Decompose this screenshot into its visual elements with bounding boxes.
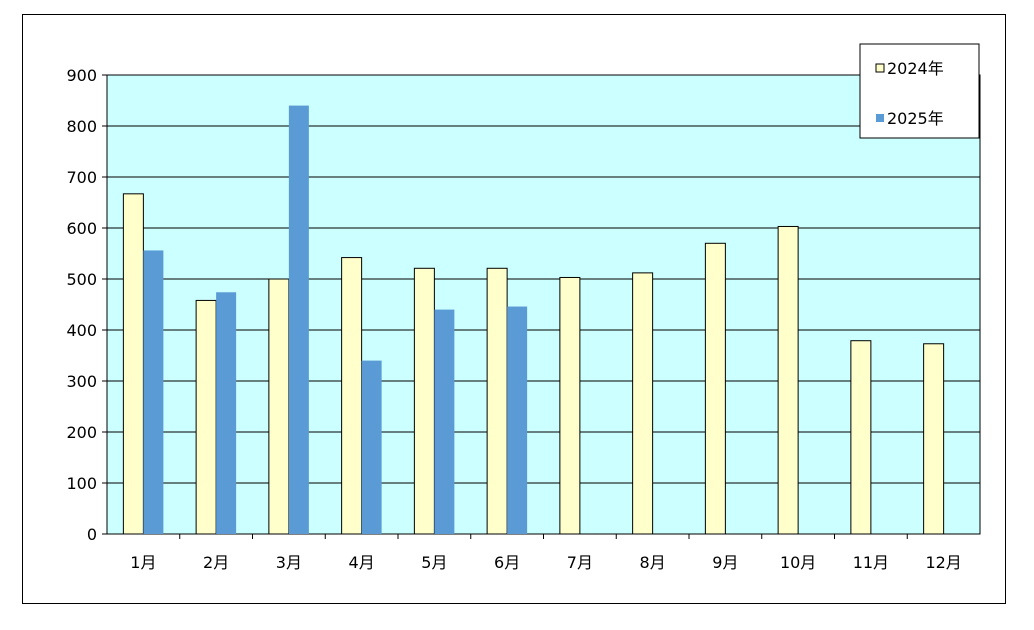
- bar-2025-5: [434, 309, 455, 534]
- bar-2024-10: [777, 225, 799, 535]
- bar-2024-11: [850, 340, 872, 535]
- y-tick-label: 0: [87, 525, 97, 544]
- bar-2024-3: [268, 278, 290, 535]
- x-tick-label: 7月: [567, 553, 593, 572]
- y-tick-label: 600: [66, 219, 97, 238]
- bar-2024-2: [195, 299, 217, 535]
- y-tick-label: 800: [66, 117, 97, 136]
- y-tick-label: 300: [66, 372, 97, 391]
- x-tick-label: 10月: [780, 553, 816, 572]
- x-tick-label: 11月: [853, 553, 889, 572]
- legend-label-2024: 2024年: [887, 59, 944, 78]
- y-tick-label: 900: [66, 66, 97, 85]
- bars: [122, 105, 945, 535]
- x-tick-label: 12月: [925, 553, 961, 572]
- x-tick-label: 3月: [276, 553, 302, 572]
- bar-2025-1: [143, 250, 164, 534]
- bar-2025-6: [507, 306, 528, 534]
- bar-2025-4: [361, 360, 382, 534]
- x-tick-label: 9月: [712, 553, 738, 572]
- x-tick-label: 6月: [494, 553, 520, 572]
- bar-2024-7: [559, 276, 581, 535]
- x-axis-ticks: 1月 2月 3月 4月 5月 6月 7月 8月 9月 10月 11月 12月: [130, 534, 962, 572]
- bar-chart: 0 100 200 300 400 500 600 700 800 900 1月 2月 3月 4月 5月 6…: [66, 43, 981, 572]
- legend-box: [859, 43, 980, 139]
- bar-2024-9: [704, 242, 726, 535]
- y-tick-label: 700: [66, 168, 97, 187]
- y-tick-label: 100: [66, 474, 97, 493]
- x-tick-label: 2月: [203, 553, 229, 572]
- chart-frame: 0 100 200 300 400 500 600 700 800 900 1月 2月 3月 4月 5月 6…: [22, 14, 1006, 604]
- bar-2024-5: [413, 267, 435, 535]
- y-axis-ticks: 0 100 200 300 400 500 600 700 800 900: [66, 66, 107, 544]
- bar-2024-6: [486, 267, 508, 535]
- gridlines: [107, 125, 980, 484]
- y-tick-label: 400: [66, 321, 97, 340]
- y-tick-label: 200: [66, 423, 97, 442]
- y-tick-label: 500: [66, 270, 97, 289]
- bar-2024-8: [632, 272, 654, 535]
- bar-2025-2: [216, 292, 237, 534]
- legend-label-2025: 2025年: [887, 109, 944, 128]
- bar-2024-1: [122, 193, 144, 535]
- plot-area: [106, 74, 981, 535]
- legend: 2024年 2025年: [859, 43, 980, 139]
- bar-2024-12: [923, 343, 945, 535]
- x-tick-label: 4月: [349, 553, 375, 572]
- x-tick-label: 1月: [130, 553, 156, 572]
- legend-swatch-2025: [876, 114, 884, 122]
- bar-2024-4: [341, 257, 363, 535]
- legend-swatch-2024: [875, 63, 885, 73]
- bar-2025-3: [288, 105, 309, 534]
- x-tick-label: 5月: [421, 553, 447, 572]
- x-tick-label: 8月: [640, 553, 666, 572]
